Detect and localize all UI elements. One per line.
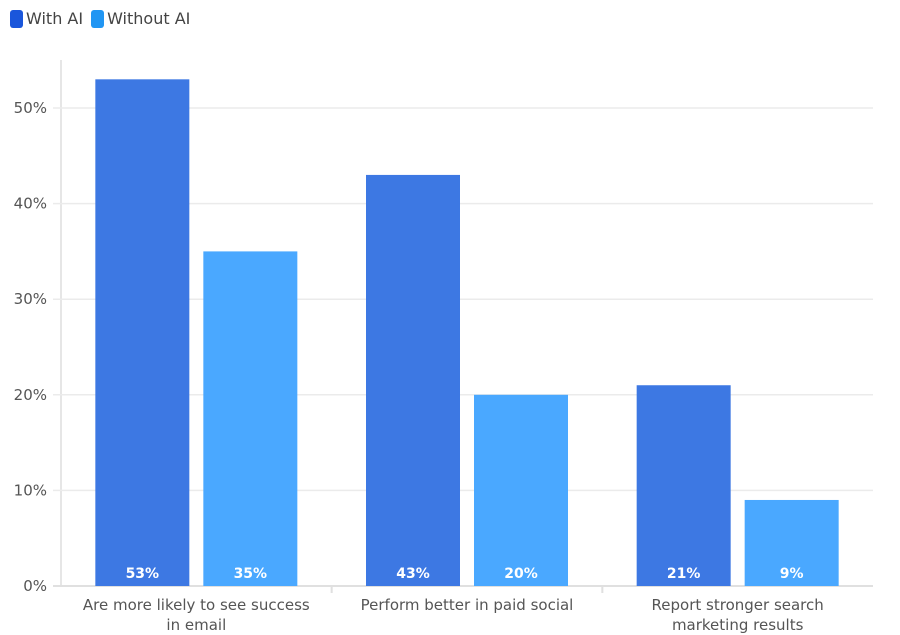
bar (474, 394, 568, 586)
y-tick-label: 30% (14, 290, 47, 308)
data-label: 53% (126, 566, 160, 582)
bar (203, 251, 298, 586)
legend-label: Without AI (107, 9, 191, 28)
legend-item-with-ai[interactable]: With AI (10, 9, 83, 28)
y-tick-label: 20% (14, 386, 47, 404)
y-tick-label: 50% (14, 99, 47, 117)
bar (366, 174, 460, 587)
data-label: 35% (234, 566, 268, 582)
x-category-label: Are more likely to see success (83, 596, 310, 614)
x-category-label: marketing results (672, 616, 804, 634)
x-category-label: in email (166, 616, 226, 634)
x-category-label: Perform better in paid social (361, 596, 574, 614)
bar (636, 385, 731, 586)
legend-swatch (10, 9, 23, 28)
legend-swatch (91, 9, 105, 28)
data-label: 43% (396, 566, 430, 582)
y-tick-label: 10% (14, 481, 47, 499)
legend-label: With AI (26, 9, 84, 28)
legend-item-without-ai[interactable]: Without AI (91, 9, 190, 28)
x-category-label: Report stronger search (652, 596, 824, 614)
y-tick-label: 40% (14, 195, 47, 213)
data-label: 21% (667, 566, 701, 582)
legend: With AI Without AI (10, 9, 198, 28)
data-label: 20% (504, 566, 538, 582)
bar (744, 499, 839, 586)
data-label: 9% (780, 566, 804, 582)
y-tick-label: 0% (23, 577, 47, 595)
bar (95, 79, 190, 586)
